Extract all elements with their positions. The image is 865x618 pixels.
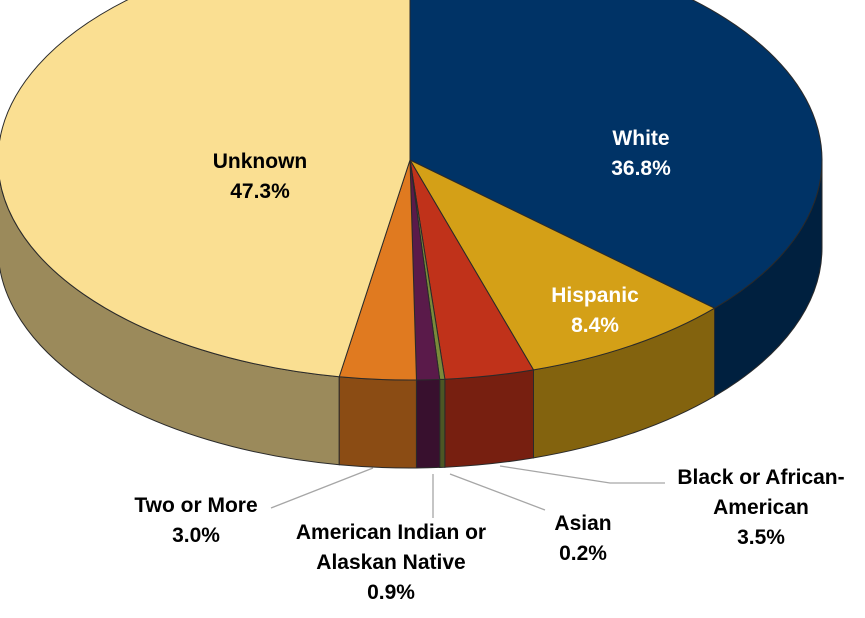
data-label-line: 0.9% <box>367 581 415 604</box>
data-label: American Indian or Alaskan Native 0.9% <box>296 521 486 604</box>
leader-lines <box>270 465 665 518</box>
data-label-line: 47.3% <box>230 180 290 203</box>
slice-side-american-indian-or-alaskan-native <box>415 378 441 469</box>
data-label-line: Two or More <box>134 494 257 517</box>
data-label-line: 3.0% <box>172 524 220 547</box>
data-label: Black or African- American 3.5% <box>677 466 844 549</box>
data-label: Two or More 3.0% <box>134 494 257 547</box>
data-label-line: 8.4% <box>571 314 619 337</box>
data-label-line: Black or African- <box>677 466 844 489</box>
data-label-line: American <box>713 496 809 519</box>
data-label-line: 3.5% <box>737 526 785 549</box>
data-label-line: Hispanic <box>551 284 639 307</box>
pie-top-faces <box>0 0 823 381</box>
leader-line <box>499 465 665 484</box>
slice-unknown <box>0 0 411 378</box>
data-label: White 36.8% <box>611 127 671 180</box>
data-label: Hispanic 8.4% <box>551 284 639 337</box>
data-label-line: White <box>612 127 669 150</box>
slice-side-two-or-more <box>338 376 417 469</box>
leader-line <box>449 473 546 511</box>
data-label-line: Asian <box>554 512 611 535</box>
data-label-line: 0.2% <box>559 542 607 565</box>
slice-side-asian <box>439 378 446 468</box>
data-label: Asian 0.2% <box>554 512 611 565</box>
leader-line <box>270 467 374 509</box>
pie-sides <box>0 159 823 469</box>
data-label-line: Unknown <box>213 150 308 173</box>
slice-white <box>409 0 823 309</box>
data-labels: White 36.8% Hispanic 8.4% Black or African- A… <box>134 127 844 604</box>
slice-hispanic <box>408 158 716 371</box>
data-label: Unknown 47.3% <box>213 150 308 203</box>
data-label-line: American Indian or <box>296 521 486 544</box>
slice-side-black-or-african-american <box>444 369 534 468</box>
data-label-line: 36.8% <box>611 157 671 180</box>
data-label-line: Alaskan Native <box>316 551 465 574</box>
